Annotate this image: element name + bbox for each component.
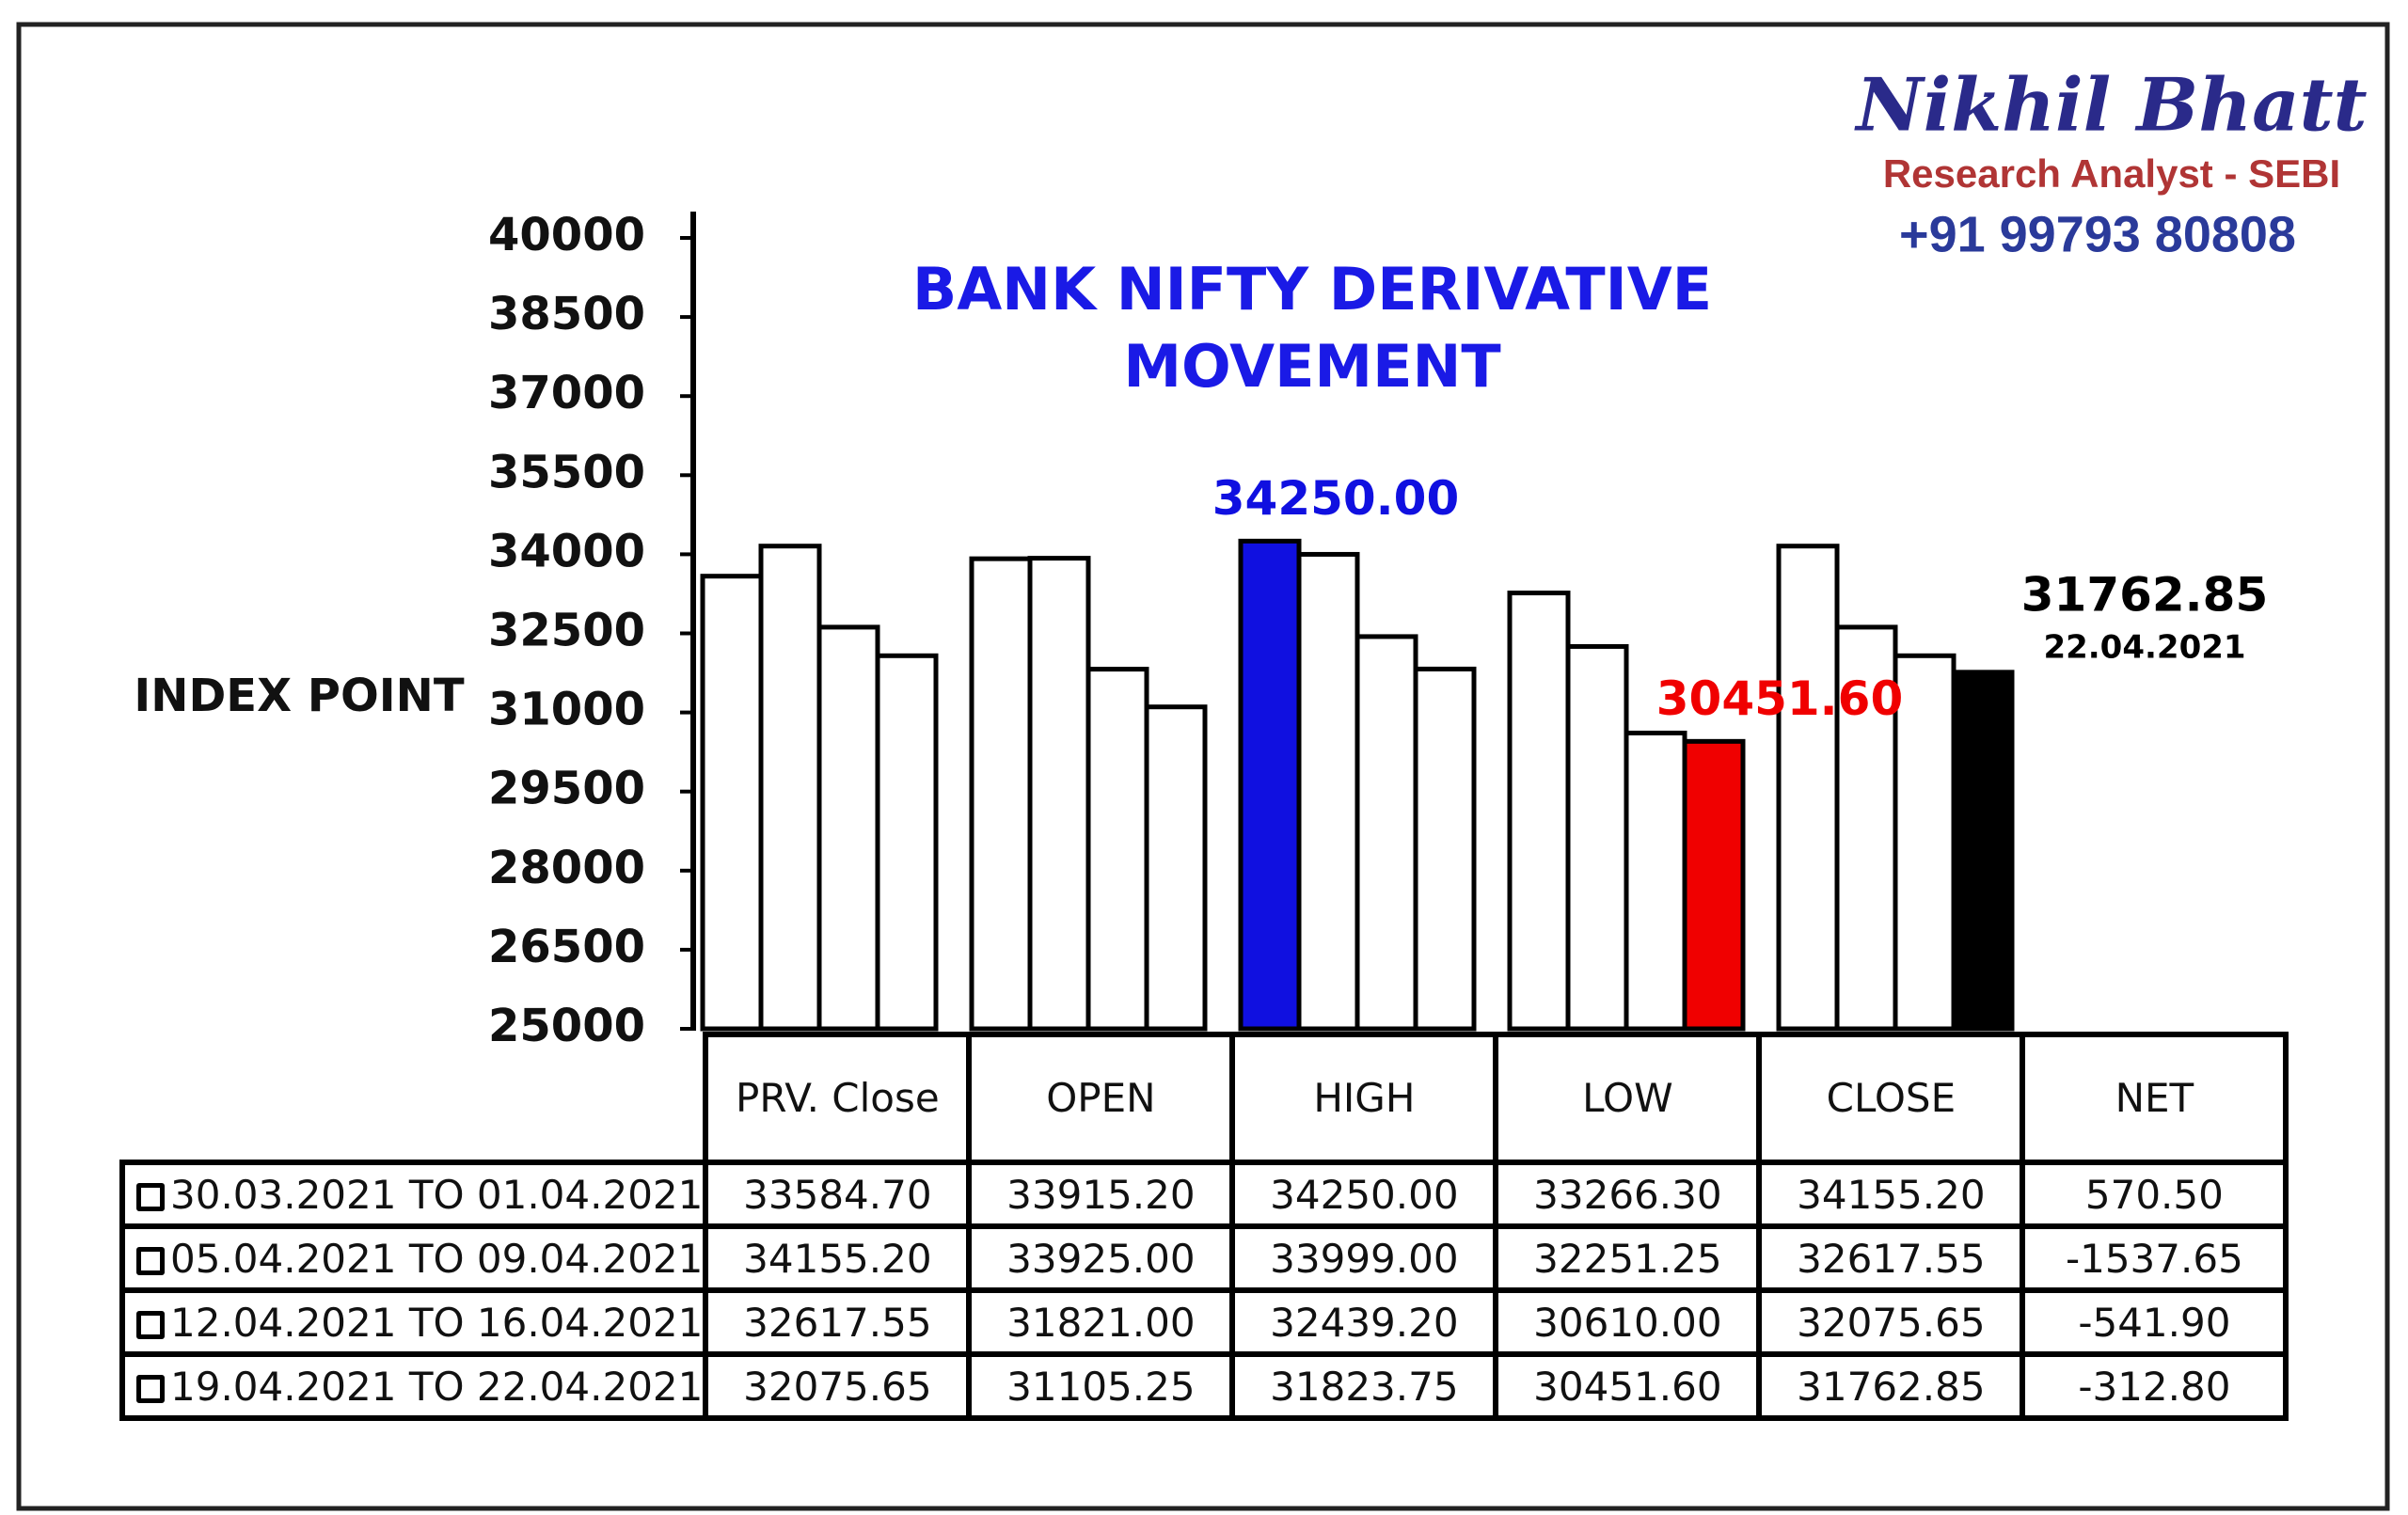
bar — [700, 574, 764, 1032]
value-cell: 33915.20 — [966, 1160, 1236, 1229]
annotation: 34250.00 — [1212, 471, 1460, 526]
series-name: 05.04.2021 TO 09.04.2021 — [170, 1235, 704, 1282]
bar — [1834, 624, 1898, 1032]
value-cell: 32439.20 — [1229, 1287, 1499, 1357]
value-cell: 31762.85 — [1756, 1351, 2026, 1421]
bullet — [136, 1311, 165, 1339]
data-row: 30.03.2021 TO 01.04.2021 33584.70 33915.20… — [119, 1160, 2289, 1229]
net-cell: -312.80 — [2020, 1351, 2289, 1421]
series-name: 12.04.2021 TO 16.04.2021 — [170, 1299, 704, 1346]
column-header: OPEN — [966, 1032, 1236, 1165]
y-tick-label: 34000 — [488, 525, 645, 577]
value-cell: 32617.55 — [703, 1287, 973, 1357]
chart-title: BANK NIFTY DERIVATIVE — [912, 255, 1712, 324]
y-tick-label: 40000 — [488, 209, 645, 261]
y-tick-label: 38500 — [488, 288, 645, 340]
value-cell: 34155.20 — [1756, 1160, 2026, 1229]
bullet — [136, 1183, 165, 1211]
column-header: LOW — [1493, 1032, 1763, 1165]
column-header: NET — [2020, 1032, 2289, 1165]
annotation: 30451.60 — [1656, 671, 1904, 726]
series-name: 30.03.2021 TO 01.04.2021 — [170, 1171, 704, 1218]
bar — [1027, 556, 1091, 1032]
bar — [969, 556, 1033, 1032]
net-cell: -1537.65 — [2020, 1223, 2289, 1293]
bar — [1238, 538, 1302, 1032]
value-cell: 32075.65 — [1756, 1287, 2026, 1357]
y-tick-label: 28000 — [488, 842, 645, 894]
y-axis-label: INDEX POINT — [134, 670, 464, 722]
y-tick-label: 32500 — [488, 605, 645, 657]
y-tick-label: 29500 — [488, 763, 645, 815]
bar — [1893, 653, 1956, 1032]
value-cell: 30451.60 — [1493, 1351, 1763, 1421]
bar — [1354, 634, 1418, 1032]
annotation: 31762.85 — [2021, 568, 2269, 623]
data-row: 05.04.2021 TO 09.04.2021 34155.20 33925.00… — [119, 1223, 2289, 1293]
y-tick-label: 26500 — [488, 921, 645, 973]
bar — [1565, 643, 1629, 1032]
frame — [16, 22, 2390, 1511]
column-header: PRV. Close — [703, 1032, 973, 1165]
row-label: 05.04.2021 TO 09.04.2021 — [119, 1223, 709, 1293]
bar — [1413, 666, 1477, 1032]
value-cell: 32251.25 — [1493, 1223, 1763, 1293]
value-cell: 32617.55 — [1756, 1223, 2026, 1293]
column-header: CLOSE — [1756, 1032, 2026, 1165]
net-cell: -541.90 — [2020, 1287, 2289, 1357]
value-cell: 33999.00 — [1229, 1223, 1499, 1293]
bullet — [136, 1247, 165, 1275]
value-cell: 33925.00 — [966, 1223, 1236, 1293]
bar — [1682, 738, 1746, 1032]
bar — [1624, 730, 1687, 1032]
value-cell: 33584.70 — [703, 1160, 973, 1229]
y-tick-label: 31000 — [488, 684, 645, 736]
blank-cell — [122, 1034, 706, 1165]
value-cell: 31821.00 — [966, 1287, 1236, 1357]
bar — [1296, 551, 1360, 1032]
series-name: 19.04.2021 TO 22.04.2021 — [170, 1363, 704, 1410]
bar — [1951, 670, 2015, 1032]
value-cell: 30610.00 — [1493, 1287, 1763, 1357]
net-cell: 570.50 — [2020, 1160, 2289, 1229]
brand-role: Research Analyst - SEBI — [1883, 151, 2340, 196]
value-cell: 34250.00 — [1229, 1160, 1499, 1229]
value-cell: 31823.75 — [1229, 1351, 1499, 1421]
data-row: 12.04.2021 TO 16.04.2021 32617.55 31821.00… — [119, 1287, 2289, 1357]
column-header: HIGH — [1229, 1032, 1499, 1165]
bar — [1085, 667, 1149, 1032]
value-cell: 34155.20 — [703, 1223, 973, 1293]
header-row: PRV. Close OPEN HIGH LOW CLOSE NET — [122, 1032, 2289, 1165]
y-tick-label: 37000 — [488, 367, 645, 419]
row-label: 19.04.2021 TO 22.04.2021 — [119, 1351, 709, 1421]
bar — [875, 653, 939, 1032]
row-label: 12.04.2021 TO 16.04.2021 — [119, 1287, 709, 1357]
bar — [816, 624, 880, 1032]
brand-phone: +91 99793 80808 — [1899, 206, 2296, 262]
y-tick-label: 35500 — [488, 446, 645, 498]
bar — [1144, 704, 1208, 1032]
bullet — [136, 1375, 165, 1403]
data-row: 19.04.2021 TO 22.04.2021 32075.65 31105.25… — [119, 1351, 2289, 1421]
value-cell: 31105.25 — [966, 1351, 1236, 1421]
bar — [1776, 544, 1840, 1032]
annotation-date: 22.04.2021 — [2043, 629, 2245, 667]
bar — [758, 544, 822, 1032]
chart-title: MOVEMENT — [1123, 332, 1500, 401]
data-table: PRV. Close OPEN HIGH LOW CLOSE NET 30.03.2021 … — [119, 1032, 2289, 1421]
value-cell: 33266.30 — [1493, 1160, 1763, 1229]
row-label: 30.03.2021 TO 01.04.2021 — [119, 1160, 709, 1229]
value-cell: 32075.65 — [703, 1351, 973, 1421]
bar — [1507, 591, 1571, 1032]
brand-name: Nikhil Bhatt — [1853, 63, 2367, 149]
